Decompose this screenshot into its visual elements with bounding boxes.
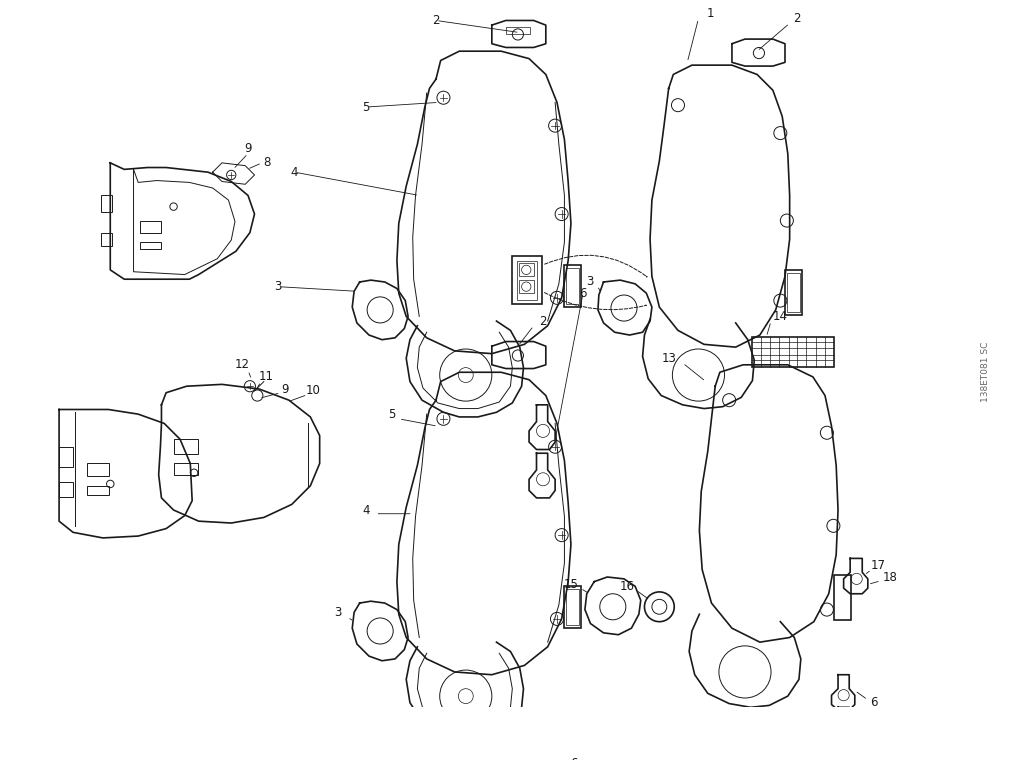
Bar <box>174 439 197 454</box>
Bar <box>140 242 160 249</box>
Text: 6: 6 <box>870 696 877 709</box>
Text: 2: 2 <box>539 315 546 328</box>
Bar <box>519 264 534 277</box>
FancyArrowPatch shape <box>544 255 647 277</box>
Text: 3: 3 <box>335 606 342 619</box>
Bar <box>519 280 534 293</box>
Text: 4: 4 <box>363 504 370 517</box>
Bar <box>564 265 582 307</box>
Bar <box>787 273 800 312</box>
Bar <box>174 464 197 475</box>
Bar <box>752 337 835 366</box>
Text: 11: 11 <box>259 370 274 383</box>
Text: 12: 12 <box>234 358 250 372</box>
Text: 17: 17 <box>871 559 885 572</box>
Text: 138ET081 SC: 138ET081 SC <box>980 342 990 403</box>
Text: 3: 3 <box>586 275 593 289</box>
Bar <box>566 268 580 304</box>
Text: 15: 15 <box>564 578 578 591</box>
Text: 5: 5 <box>363 100 370 113</box>
Bar <box>564 586 582 629</box>
Text: 9: 9 <box>244 142 252 155</box>
Bar <box>101 195 113 212</box>
Bar <box>785 270 802 315</box>
Text: 14: 14 <box>773 310 788 323</box>
Text: 10: 10 <box>306 385 320 397</box>
Text: 18: 18 <box>883 571 898 584</box>
Bar <box>101 233 113 245</box>
Text: 6: 6 <box>580 287 587 299</box>
Bar <box>512 256 542 304</box>
Bar <box>59 447 73 467</box>
Bar <box>87 486 109 495</box>
Text: 16: 16 <box>619 580 634 593</box>
Text: 6: 6 <box>570 757 577 760</box>
Text: 5: 5 <box>387 407 395 420</box>
Bar <box>506 27 530 34</box>
Bar <box>87 464 109 477</box>
Bar <box>516 261 537 299</box>
Bar <box>140 221 160 233</box>
Text: 9: 9 <box>281 382 289 395</box>
Text: 3: 3 <box>274 280 281 293</box>
Text: 2: 2 <box>793 12 801 25</box>
Text: 13: 13 <box>661 352 677 365</box>
Text: 2: 2 <box>432 14 440 27</box>
Bar <box>566 589 580 625</box>
Text: 1: 1 <box>707 8 714 21</box>
Text: 8: 8 <box>263 157 271 169</box>
Bar <box>835 575 851 620</box>
Text: 4: 4 <box>290 166 299 179</box>
Bar <box>59 482 73 497</box>
FancyArrowPatch shape <box>544 293 647 310</box>
